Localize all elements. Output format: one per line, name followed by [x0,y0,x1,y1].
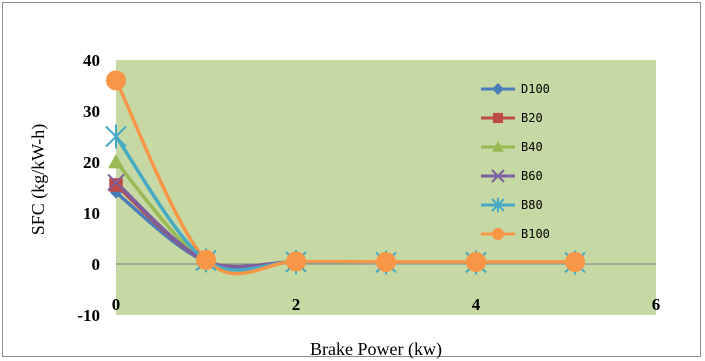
y-tick-label: 30 [83,102,100,121]
x-tick-label: 0 [112,295,121,314]
x-tick-label: 2 [292,295,301,314]
legend-marker-d100 [492,83,504,95]
data-point-b100 [196,249,216,270]
plot-area [116,60,656,315]
data-point-b100 [286,251,306,272]
y-tick-label: 40 [83,51,100,70]
legend-marker-b80 [491,197,505,213]
y-axis-title: SFC (kg/kW-h) [28,124,49,236]
data-point-b100 [376,251,396,272]
data-point-b40 [108,154,124,169]
y-tick-label: 20 [83,153,100,172]
data-point-b80 [105,124,127,149]
legend-marker-b20 [492,112,504,124]
legend-label-b80: B80 [521,198,543,212]
data-point-b20 [109,178,123,192]
x-tick-label: 6 [652,295,661,314]
data-point-b100 [106,70,126,91]
legend-label-b40: B40 [521,140,543,154]
y-tick-label: 0 [92,255,101,274]
x-axis-title: Brake Power (kw) [310,339,442,360]
legend-marker-b100 [492,228,504,240]
legend-label-b20: B20 [521,111,543,125]
data-point-b100 [466,251,486,272]
legend-label-b100: B100 [521,227,550,241]
y-tick-label: 10 [83,204,100,223]
legend-label-b60: B60 [521,169,543,183]
legend-marker-b40 [492,141,504,152]
data-point-b100 [565,251,585,272]
legend-label-d100: D100 [521,82,550,96]
x-tick-label: 4 [472,295,481,314]
legend-marker-b60 [491,169,505,183]
data-point-b60 [107,173,125,192]
legend: D100 B20 B40 B60 B80 B100 [481,82,550,241]
y-tick-label: -10 [77,306,100,325]
